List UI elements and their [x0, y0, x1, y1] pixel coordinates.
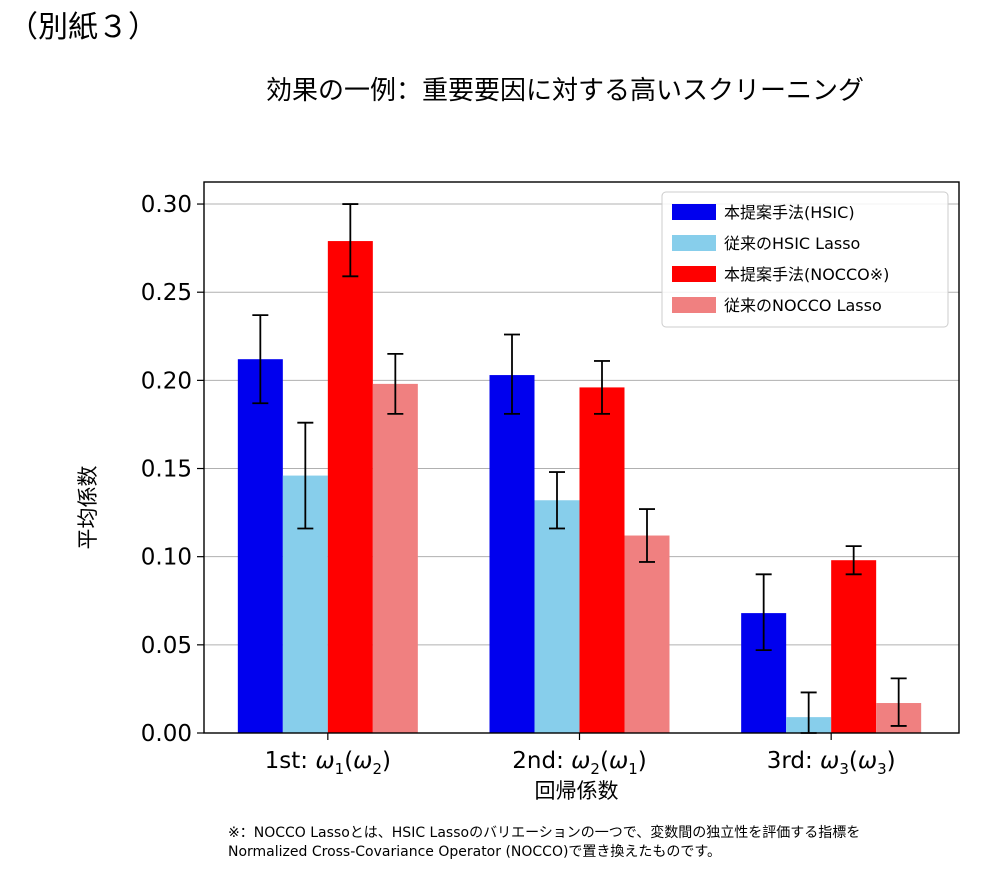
- legend-swatch: [672, 266, 716, 282]
- y-tick-label: 0.00: [141, 721, 192, 747]
- x-axis-label: 回帰係数: [535, 779, 619, 803]
- bar: [489, 375, 535, 733]
- y-tick-label: 0.05: [141, 633, 192, 659]
- footnote-line-2: Normalized Cross-Covariance Operator (NO…: [228, 844, 722, 860]
- bar: [624, 535, 670, 733]
- bar: [327, 241, 373, 733]
- legend-swatch: [672, 204, 716, 220]
- y-axis-label: 平均係数: [76, 466, 100, 550]
- footnote-line-1: ※：NOCCO Lassoとは、HSIC Lassoのバリエーションの一つで、変…: [228, 825, 861, 841]
- bar: [237, 359, 283, 733]
- annex-label: （別紙３）: [8, 10, 158, 45]
- legend-label: 従来のNOCCO Lasso: [724, 296, 882, 315]
- y-tick-label: 0.20: [141, 368, 192, 394]
- x-tick-label: 3rd: ω3(ω3): [767, 748, 896, 778]
- legend-label: 本提案手法(HSIC): [724, 203, 855, 222]
- bar: [831, 560, 877, 733]
- bar: [372, 383, 418, 733]
- legend-swatch: [672, 297, 716, 313]
- y-tick-label: 0.15: [141, 457, 192, 483]
- y-tick-label: 0.30: [141, 192, 192, 218]
- x-tick-label: 1st: ω1(ω2): [265, 748, 391, 778]
- footnote: ※：NOCCO Lassoとは、HSIC Lassoのバリエーションの一つで、変…: [228, 824, 860, 862]
- legend-swatch: [672, 235, 716, 251]
- bar: [579, 387, 625, 733]
- legend-label: 従来のHSIC Lasso: [724, 234, 860, 253]
- y-tick-label: 0.10: [141, 545, 192, 571]
- plot-frame: [203, 181, 960, 734]
- legend-box: [661, 191, 949, 328]
- legend-label: 本提案手法(NOCCO※): [724, 265, 889, 284]
- y-tick-label: 0.25: [141, 280, 192, 306]
- page-title: 効果の一例：重要要因に対する高いスクリーニング: [265, 76, 864, 106]
- bar: [534, 500, 580, 733]
- x-tick-label: 2nd: ω2(ω1): [512, 748, 646, 778]
